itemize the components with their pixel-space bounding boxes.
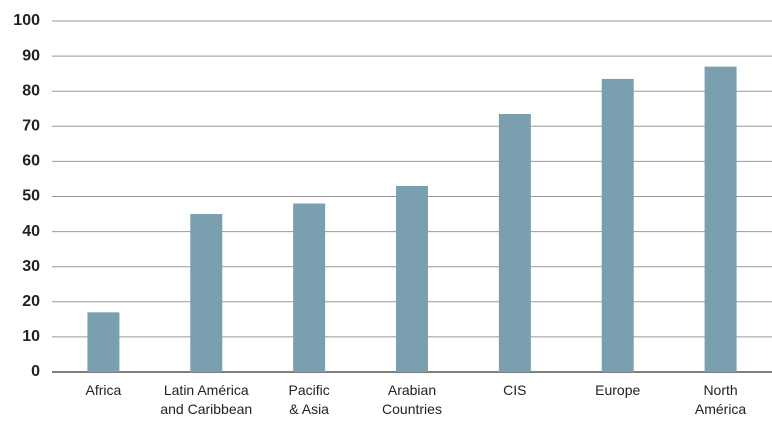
- x-tick-label: Pacific & Asia: [288, 382, 330, 417]
- y-tick-label: 40: [22, 223, 40, 240]
- y-tick-label: 60: [22, 153, 40, 170]
- x-tick-label: Arabian Countries: [382, 382, 442, 417]
- x-tick-label: North América: [694, 382, 747, 417]
- y-tick-label: 90: [22, 47, 40, 64]
- y-tick-label: 50: [22, 188, 40, 205]
- y-tick-label: 20: [22, 293, 40, 310]
- bar: [498, 114, 531, 372]
- y-tick-label: 100: [13, 12, 40, 29]
- y-tick-label: 0: [31, 363, 40, 380]
- y-tick-label: 70: [22, 118, 40, 135]
- bar: [293, 203, 326, 372]
- x-tick-label: Africa: [85, 382, 122, 398]
- bar: [601, 78, 634, 372]
- x-tick-label: CIS: [503, 382, 527, 398]
- y-tick-label: 80: [22, 82, 40, 99]
- x-tick-label: Europe: [595, 382, 641, 398]
- y-tick-label: 30: [22, 258, 40, 275]
- bar: [87, 312, 120, 372]
- bar: [396, 185, 428, 372]
- bar: [704, 66, 737, 372]
- bar: [190, 214, 223, 372]
- x-tick-label: Latin América and Caribbean: [160, 382, 253, 417]
- y-tick-label: 10: [22, 328, 40, 345]
